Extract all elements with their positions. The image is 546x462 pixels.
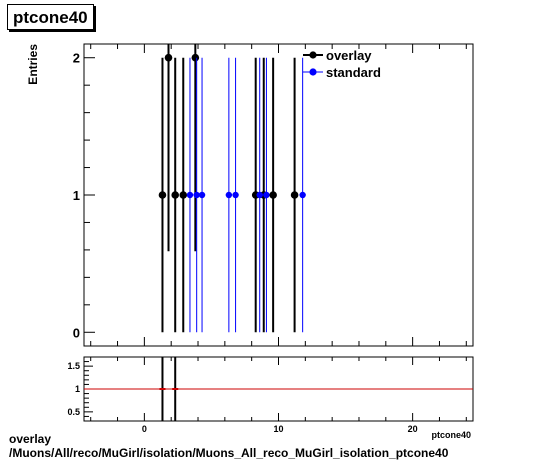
overlay-point <box>158 191 167 199</box>
y-tick-label: 1 <box>73 188 80 203</box>
overlay-point <box>164 53 173 62</box>
ratio-plot: 0.5 1 1.5 0 10 20 ptcone40 <box>67 356 474 440</box>
ratio-x-tick-label: 20 <box>408 424 418 434</box>
standard-point <box>263 191 270 199</box>
overlay-point <box>191 53 200 62</box>
standard-point <box>299 191 306 199</box>
overlay-point <box>171 191 180 199</box>
standard-point <box>232 191 239 199</box>
x-axis-label: ptcone40 <box>431 430 471 440</box>
legend-standard-marker <box>309 68 317 76</box>
series-standard <box>186 57 306 333</box>
y-tick-label: 2 <box>73 51 80 66</box>
main-plot: 0 1 2 Entries overlay standard <box>26 43 474 347</box>
ratio-y-tick-label: 1 <box>75 384 80 394</box>
legend-standard-label: standard <box>326 65 381 80</box>
legend-overlay-marker <box>309 51 317 59</box>
y-axis-label: Entries <box>26 44 40 85</box>
standard-point <box>256 191 263 199</box>
ratio-x-tick-label: 10 <box>273 424 283 434</box>
overlay-point <box>179 191 188 199</box>
standard-point <box>225 191 233 199</box>
standard-point <box>186 191 194 199</box>
standard-point <box>193 191 200 199</box>
ratio-y-tick-label: 1.5 <box>67 361 80 371</box>
legend-overlay-label: overlay <box>326 48 372 63</box>
footer-label: overlay <box>9 432 52 446</box>
legend: overlay standard <box>303 48 381 80</box>
standard-point <box>198 191 206 199</box>
ratio-x-tick-label: 0 <box>142 424 147 434</box>
histogram-title: ptcone40 <box>7 4 94 30</box>
overlay-point <box>290 191 299 199</box>
y-tick-label: 0 <box>73 325 80 340</box>
main-frame <box>83 43 474 347</box>
footer-path: /Muons/All/reco/MuGirl/isolation/Muons_A… <box>9 446 449 460</box>
overlay-point <box>269 191 277 199</box>
ratio-y-tick-label: 0.5 <box>67 407 80 417</box>
